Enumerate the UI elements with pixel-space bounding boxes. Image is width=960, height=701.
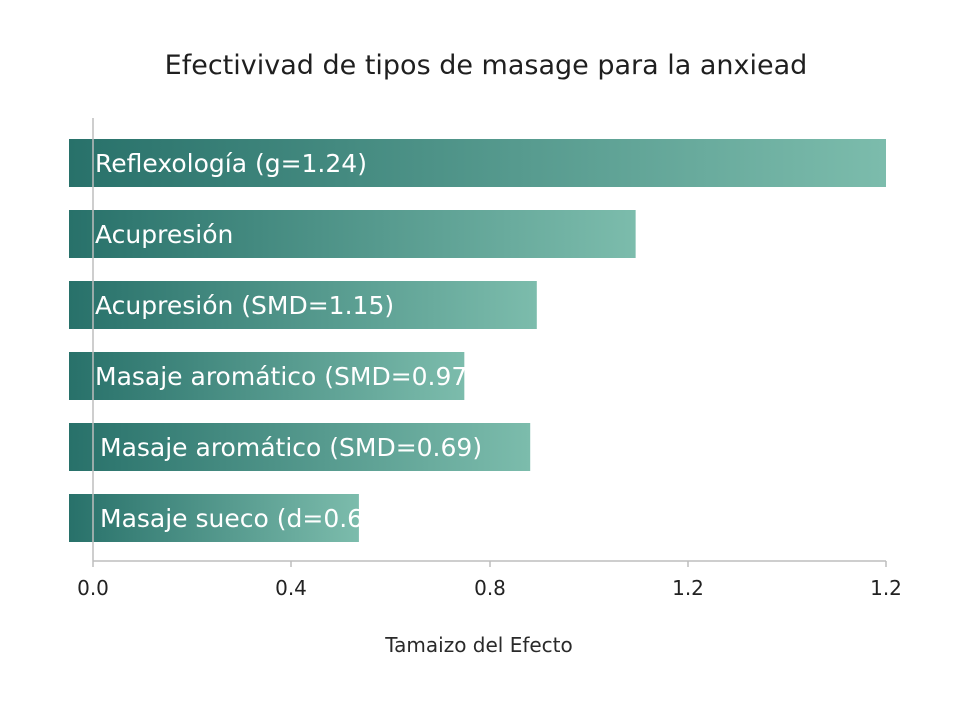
x-tick-label-0: 0.0 bbox=[77, 576, 109, 600]
bar-2 bbox=[69, 281, 537, 329]
bar-0 bbox=[69, 139, 886, 187]
chart-title: Efectivivad de tipos de masage para la a… bbox=[164, 50, 808, 81]
bar-4 bbox=[69, 423, 531, 471]
bar-5 bbox=[69, 494, 359, 542]
bar-label-1: Acupresión bbox=[95, 220, 233, 249]
x-axis-label: Tamaizo del Efecto bbox=[385, 633, 573, 657]
x-tick-label-4: 1.2 bbox=[870, 576, 902, 600]
x-tick-label-2: 0.8 bbox=[474, 576, 506, 600]
x-tick-label-3: 1.2 bbox=[672, 576, 704, 600]
bar-label-5: Masaje sueco (d=0.69) bbox=[100, 504, 389, 533]
x-tick-label-1: 0.4 bbox=[275, 576, 307, 600]
bar-3 bbox=[69, 352, 465, 400]
bar-1 bbox=[69, 210, 636, 258]
bar-label-2: Acupresión (SMD=1.15) bbox=[95, 291, 394, 320]
bar-label-4: Masaje aromático (SMD=0.69) bbox=[100, 433, 482, 462]
bar-label-3: Masaje aromático (SMD=0.97) bbox=[95, 362, 477, 391]
bar-label-0: Reflexología (g=1.24) bbox=[95, 149, 367, 178]
